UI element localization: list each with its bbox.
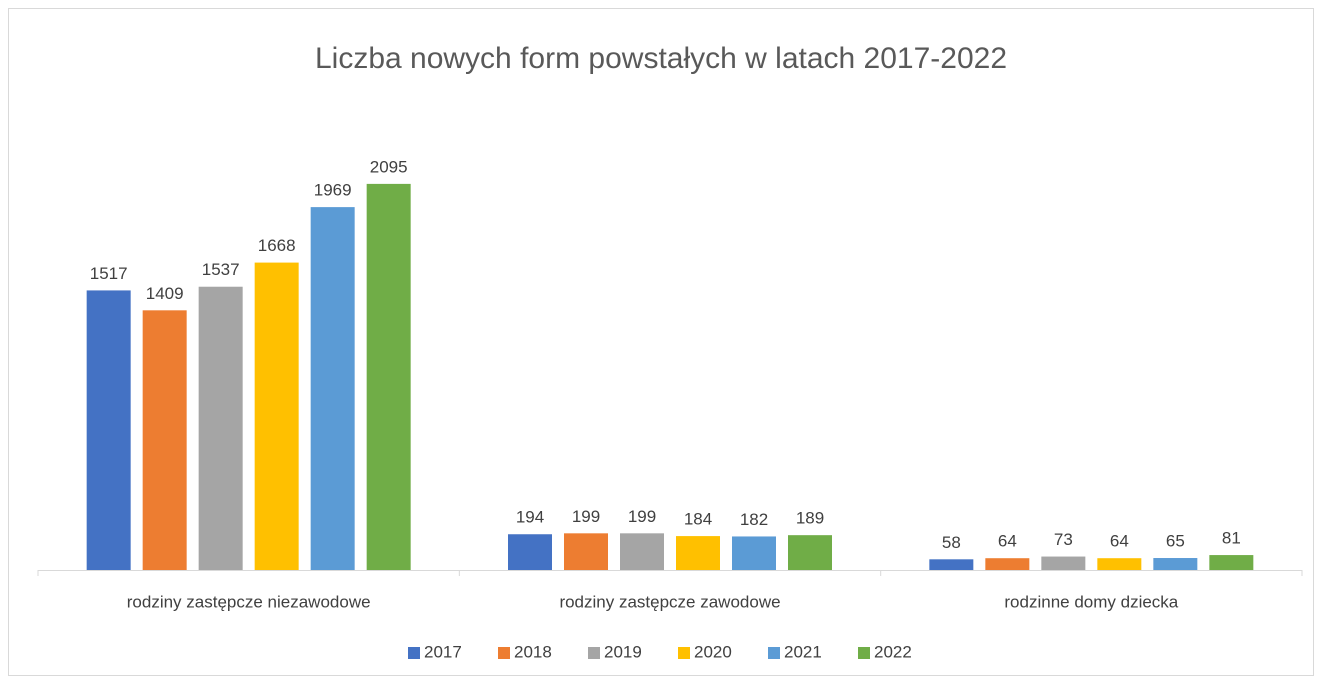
data-label: 199 xyxy=(572,507,600,526)
chart-title: Liczba nowych form powstałych w latach 2… xyxy=(315,42,1007,75)
data-label: 189 xyxy=(796,509,824,528)
bar xyxy=(1041,556,1086,570)
data-label: 184 xyxy=(684,510,712,529)
bar xyxy=(198,286,243,570)
bar xyxy=(985,558,1030,570)
data-label: 1517 xyxy=(90,264,128,283)
legend-swatch xyxy=(678,647,690,659)
bar xyxy=(1097,558,1142,570)
x-tick-label: rodzinne domy dziecka xyxy=(1004,592,1178,611)
bar xyxy=(254,262,299,570)
data-label: 1668 xyxy=(258,236,296,255)
bar xyxy=(620,533,664,570)
legend-swatch xyxy=(768,647,780,659)
legend-label: 2019 xyxy=(604,642,642,661)
data-label: 2095 xyxy=(370,157,408,176)
legend-swatch xyxy=(858,647,870,659)
legend-swatch xyxy=(498,647,510,659)
data-label: 1969 xyxy=(314,181,352,200)
bar xyxy=(310,207,355,571)
legend-label: 2021 xyxy=(784,642,822,661)
legend-label: 2018 xyxy=(514,642,552,661)
legend-label: 2017 xyxy=(424,642,462,661)
data-label: 199 xyxy=(628,507,656,526)
bar xyxy=(1153,558,1198,570)
data-label: 64 xyxy=(1110,532,1129,551)
data-label: 194 xyxy=(516,508,544,527)
data-label: 73 xyxy=(1054,530,1073,549)
bar xyxy=(366,183,411,571)
bar xyxy=(1209,555,1254,570)
bar xyxy=(564,533,608,570)
x-tick-label: rodziny zastępcze zawodowe xyxy=(559,592,780,611)
bar xyxy=(788,535,832,570)
bar xyxy=(508,534,552,570)
data-label: 1409 xyxy=(146,284,184,303)
bar xyxy=(676,536,720,570)
legend-label: 2022 xyxy=(874,642,912,661)
bar xyxy=(142,310,187,570)
data-label: 81 xyxy=(1222,529,1241,548)
data-label: 58 xyxy=(942,533,961,552)
legend-swatch xyxy=(408,647,420,659)
x-tick-label: rodziny zastępcze niezawodowe xyxy=(127,592,371,611)
data-label: 182 xyxy=(740,510,768,529)
data-label: 64 xyxy=(998,532,1017,551)
bar xyxy=(86,290,131,570)
legend-swatch xyxy=(588,647,600,659)
bar xyxy=(732,536,776,570)
bar xyxy=(929,559,974,570)
data-label: 1537 xyxy=(202,260,240,279)
data-label: 65 xyxy=(1166,532,1185,551)
legend-label: 2020 xyxy=(694,642,732,661)
